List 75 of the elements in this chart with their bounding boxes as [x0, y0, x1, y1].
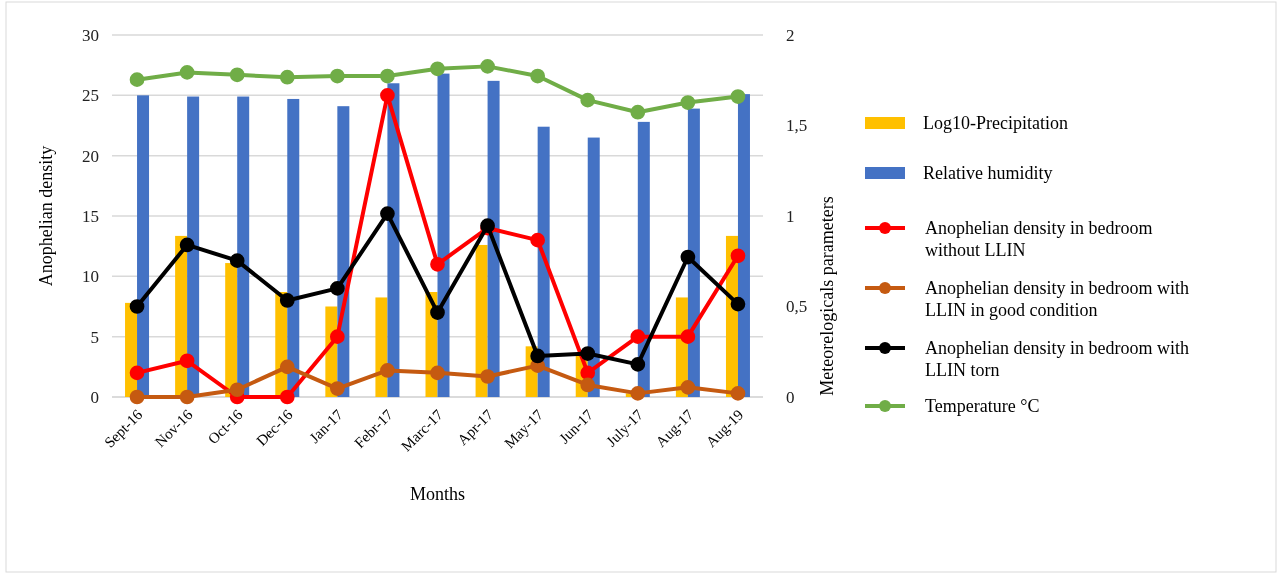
point [680, 249, 696, 265]
point [229, 253, 245, 268]
point [129, 365, 145, 381]
point [329, 381, 345, 396]
point [530, 232, 546, 248]
point [630, 104, 646, 120]
point [430, 61, 445, 77]
point [580, 377, 596, 393]
point [630, 329, 646, 345]
point [380, 87, 395, 103]
y-tick-label: 10 [82, 267, 99, 287]
legend-label: Anophelian density in bedroom without LLIN [925, 218, 1153, 260]
bar [137, 95, 150, 397]
bar [237, 96, 250, 397]
point [279, 293, 295, 308]
point [279, 359, 295, 375]
y-tick-label: 15 [82, 206, 99, 226]
point [129, 72, 145, 87]
y2-tick-label: 0,5 [786, 297, 808, 317]
point [179, 65, 195, 80]
y2-axis-title: Meteorelogicals parameters [817, 196, 837, 396]
point [530, 68, 546, 84]
point [430, 256, 445, 272]
y-tick-label: 20 [82, 146, 99, 166]
point [730, 296, 746, 312]
point [580, 365, 596, 381]
point [129, 389, 145, 405]
y-tick-label: 30 [82, 25, 99, 45]
y-axis-title: Anophelian density [36, 145, 56, 287]
y2-tick-label: 1,5 [786, 116, 808, 136]
y2-tick-label: 1 [786, 206, 795, 226]
point [630, 386, 646, 401]
point [430, 305, 445, 320]
legend-label: Anophelian density in bedroom with LLIN torn [925, 338, 1189, 380]
point [229, 382, 245, 398]
point [580, 92, 596, 108]
point [480, 369, 495, 384]
point [329, 68, 345, 84]
y-tick-label: 25 [82, 86, 99, 106]
bar [437, 73, 450, 397]
point [680, 95, 696, 110]
point [179, 237, 195, 253]
point [279, 69, 295, 85]
point [530, 348, 546, 364]
legend-label: Log10-Precipitation [923, 113, 1068, 133]
point [229, 67, 245, 83]
point [480, 59, 495, 74]
point [129, 299, 145, 314]
point [380, 206, 395, 221]
y-tick-label: 5 [90, 327, 99, 347]
legend-label: Temperature °C [925, 396, 1040, 416]
point [179, 353, 195, 369]
bar [375, 297, 388, 397]
point [730, 89, 746, 104]
point [630, 357, 646, 372]
point [380, 68, 395, 84]
point [329, 329, 345, 345]
point [680, 380, 696, 395]
point [329, 281, 345, 296]
y-tick-label: 0 [90, 387, 99, 407]
point [380, 363, 395, 378]
y2-tick-label: 0 [786, 387, 795, 407]
bar [487, 80, 500, 397]
point [179, 389, 195, 405]
point [680, 329, 696, 345]
point [730, 248, 746, 264]
legend-label: Anophelian density in bedroom with LLIN in good condition [925, 278, 1189, 320]
bar [287, 98, 300, 397]
y2-tick-label: 2 [786, 25, 795, 45]
legend-label: Relative humidity [923, 163, 1053, 183]
point [730, 386, 746, 401]
x-axis-title: Months [409, 484, 466, 504]
point [279, 389, 295, 405]
point [580, 346, 596, 361]
point [430, 365, 445, 381]
